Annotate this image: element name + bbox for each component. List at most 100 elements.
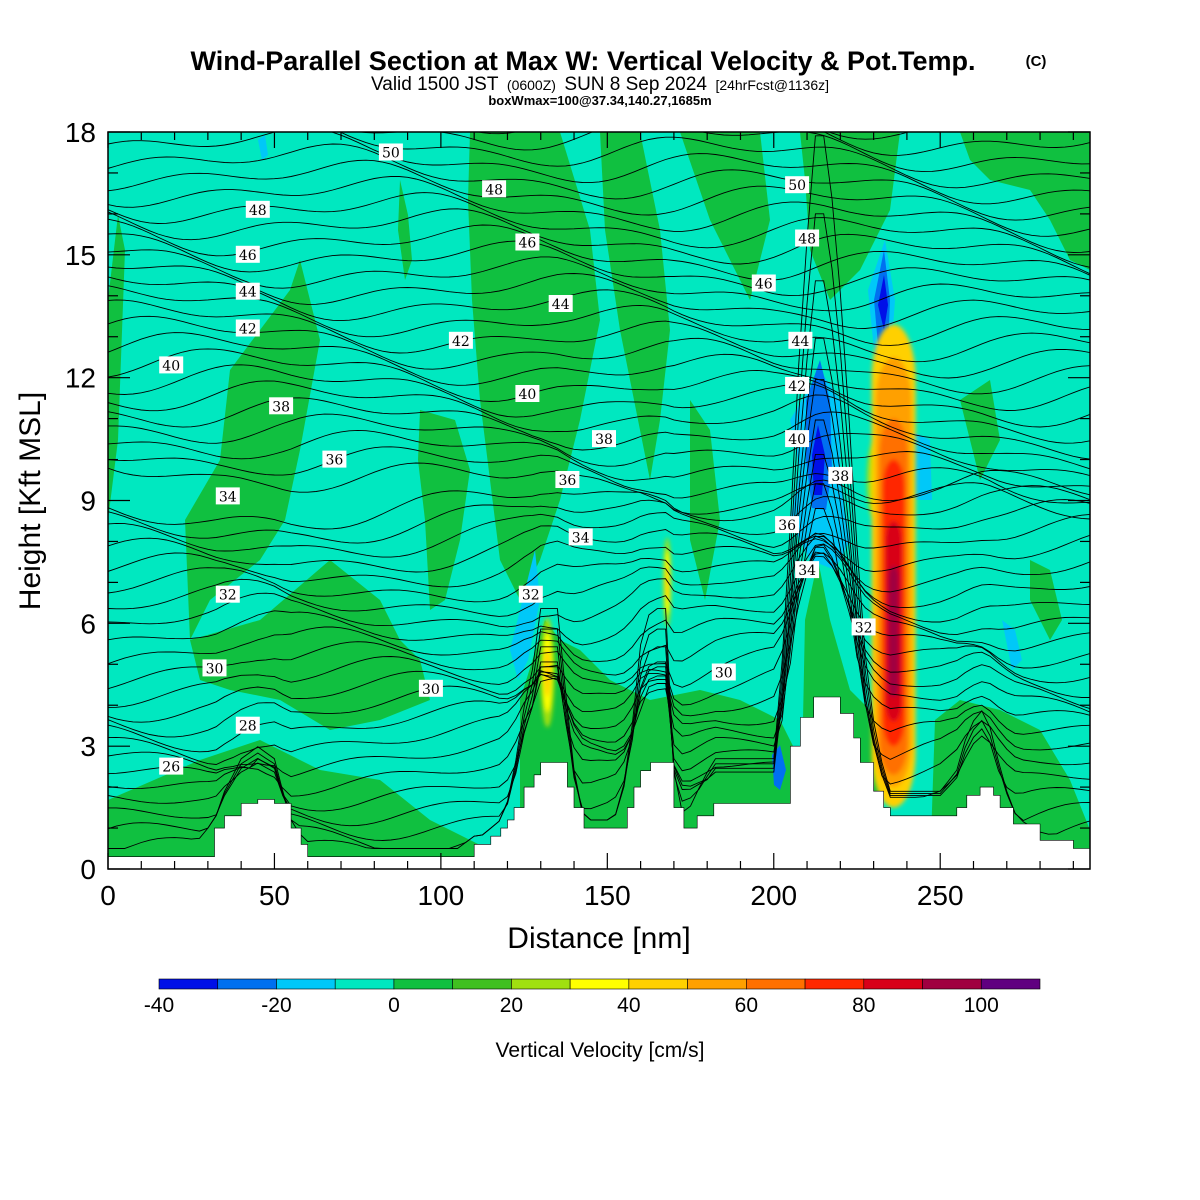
contour-label-50: 50 <box>785 176 810 194</box>
contour-label-36: 36 <box>775 516 800 534</box>
contour-label-40: 40 <box>159 356 184 374</box>
updraft-region <box>185 260 320 640</box>
contour-label-50: 50 <box>378 143 403 162</box>
isentrope-line <box>108 513 1090 573</box>
x-tick-label: 200 <box>750 880 797 911</box>
colorbar-tick-label: 0 <box>388 994 400 1017</box>
contour-label-box <box>515 233 540 251</box>
isentrope-line <box>108 535 1090 603</box>
contour-label-box <box>159 757 184 775</box>
contour-label-box <box>785 176 810 194</box>
colorbar-swatch <box>569 978 630 990</box>
contour-label-32: 32 <box>851 618 876 636</box>
contour-label-box <box>785 376 810 394</box>
updraft-region <box>468 132 600 600</box>
contour-label-38: 38 <box>269 397 294 415</box>
colorbar-tick-label: 80 <box>852 994 875 1017</box>
isentrope-line <box>108 544 1090 738</box>
contour-label-text: 44 <box>552 297 570 313</box>
plot-area: 50 48 48 50 46 46 48 44 44 46 42 42 44 40 42 38 40 40 38 36… <box>108 132 1090 869</box>
y-tick-label: 0 <box>80 854 96 885</box>
isentrope-line <box>108 419 1090 797</box>
contour-label-box <box>378 143 403 161</box>
contour-label-box <box>482 180 507 198</box>
isentrope-line <box>108 143 1090 221</box>
downdraft-region <box>878 275 888 330</box>
contour-label-box <box>215 585 240 603</box>
colorbar-tick-label: 60 <box>735 994 758 1017</box>
contour-label-text: 32 <box>219 588 237 604</box>
contour-label-text: 30 <box>206 661 224 677</box>
contour-label-box <box>711 663 736 681</box>
contour-label-34: 34 <box>215 487 240 505</box>
isentrope-line <box>108 552 1090 665</box>
contour-label-box <box>795 229 820 247</box>
x-tick-label: 250 <box>917 880 964 911</box>
isentrope-line <box>108 551 1090 708</box>
x-tick-label: 0 <box>100 880 116 911</box>
isentrope-line <box>108 453 1090 778</box>
colorbar-swatch <box>511 978 571 990</box>
contour-label-text: 30 <box>422 682 440 698</box>
isentrope-line <box>356 132 1090 173</box>
contour-label-text: 32 <box>855 620 873 636</box>
y-tick-label: 15 <box>65 240 96 271</box>
colorbar-swatch <box>746 978 806 990</box>
contour-label-text: 36 <box>778 518 796 534</box>
contour-label-28: 28 <box>235 716 260 735</box>
contour-label-box <box>828 466 853 484</box>
isentrope-line <box>108 364 1090 444</box>
contour-label-box <box>515 385 540 402</box>
contour-label-text: 48 <box>485 182 503 198</box>
contour-label-text: 40 <box>162 358 180 374</box>
downdraft-region <box>812 425 825 495</box>
contour-label-text: 40 <box>788 432 806 448</box>
isentrope-line <box>108 380 1090 460</box>
updraft-region <box>960 132 1090 270</box>
colorbar-tick-label: 100 <box>964 994 999 1017</box>
x-tick-label: 100 <box>418 880 465 911</box>
contour-label-text: 34 <box>798 563 816 579</box>
contour-label-text: 48 <box>798 232 816 248</box>
isentrope-line <box>108 249 1090 312</box>
colorbar-swatch <box>334 978 395 990</box>
contour-label-box <box>592 430 616 448</box>
contour-label-text: 34 <box>219 489 237 505</box>
contour-label-box <box>418 679 443 697</box>
contour-label-36: 36 <box>322 450 347 469</box>
updraft-region <box>398 180 412 280</box>
colorbar-swatch <box>628 978 688 990</box>
isentrope-line <box>108 337 1090 827</box>
colorbar-swatch <box>393 978 453 990</box>
contour-label-box <box>568 528 593 546</box>
colorbar-tick-label: -40 <box>144 994 174 1017</box>
isentrope-line <box>108 299 1090 379</box>
contour-label-38: 38 <box>828 466 853 485</box>
isentrope-line <box>108 233 1090 297</box>
contour-label-36: 36 <box>555 471 580 489</box>
contour-label-30: 30 <box>418 679 443 698</box>
contour-label-44: 44 <box>788 331 813 350</box>
contour-label-box <box>322 450 347 468</box>
valid-time-utc: (0600Z) <box>507 77 556 93</box>
box-wmax-info: boxWmax=100@37.34,140.27,1685m <box>488 93 711 108</box>
contour-label-text: 42 <box>239 322 257 338</box>
contour-label-box <box>215 487 240 505</box>
contour-label-44: 44 <box>548 295 573 313</box>
copyright-mark: (C) <box>1026 53 1047 70</box>
forecast-info: [24hrFcst@1136z] <box>715 77 829 93</box>
updraft-region <box>960 380 1000 480</box>
isentrope-line <box>108 508 1090 753</box>
contour-labels: 50 48 48 50 46 46 48 44 44 46 42 42 44 40 42 38 40 40 38 36… <box>159 143 876 776</box>
updraft-region <box>690 400 720 600</box>
contour-label-text: 50 <box>788 178 806 194</box>
contour-label-42: 42 <box>235 319 260 338</box>
isentrope-line <box>108 446 1090 504</box>
colorbar-swatch <box>687 978 747 990</box>
chart-title-block: Wind-Parallel Section at Max W: Vertical… <box>191 46 1047 108</box>
colorbar-swatch <box>158 978 219 990</box>
contour-label-box <box>785 430 810 448</box>
valid-time: Valid 1500 JST <box>371 74 499 95</box>
contour-label-box <box>775 516 800 534</box>
